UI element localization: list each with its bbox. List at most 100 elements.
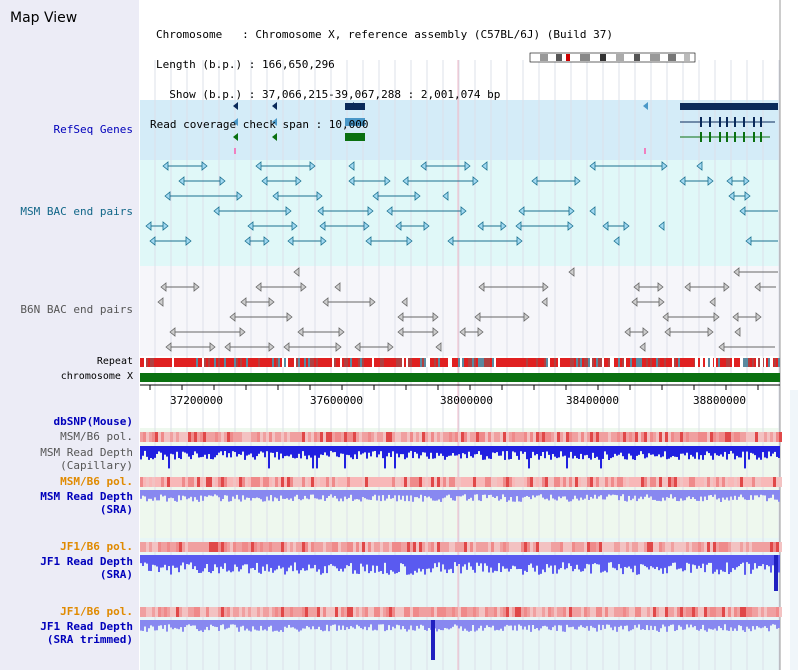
pol-band (629, 432, 632, 442)
pol-band (485, 607, 488, 617)
depth-bar (442, 620, 444, 631)
depth-bar (500, 446, 502, 456)
depth-bar (390, 446, 392, 457)
depth-bar (190, 490, 192, 497)
depth-bar (600, 446, 602, 469)
pol-band (434, 432, 437, 442)
bac-end (229, 312, 236, 322)
pol-band (176, 542, 179, 552)
depth-bar (734, 620, 736, 629)
pol-band (245, 477, 248, 487)
depth-bar (406, 446, 408, 458)
depth-bar (720, 555, 722, 570)
pol-band (455, 607, 458, 617)
depth-bar (550, 620, 552, 631)
depth-bar (536, 620, 538, 629)
depth-bar (160, 490, 162, 495)
depth-bar (366, 555, 368, 565)
depth-bar (324, 620, 326, 631)
depth-bar (468, 620, 470, 632)
depth-bar (548, 490, 550, 501)
track-label-refseq[interactable]: RefSeq Genes (53, 123, 133, 136)
pol-band (401, 542, 404, 552)
pol-band (146, 607, 149, 617)
pol-band (386, 432, 389, 442)
repeat-band (568, 358, 570, 367)
depth-bar (632, 490, 634, 499)
depth-bar (466, 446, 468, 459)
depth-bar (174, 555, 176, 568)
gene-exon (719, 117, 721, 127)
repeat-band (204, 358, 206, 367)
depth-bar (730, 620, 732, 628)
gene-exon (700, 132, 702, 142)
pol-band (338, 607, 341, 617)
repeat-band (608, 358, 610, 367)
track-label-dbsnp[interactable]: dbSNP(Mouse) (53, 415, 133, 428)
pol-band (770, 432, 773, 442)
pol-band (749, 477, 752, 487)
pol-band (155, 542, 158, 552)
depth-bar (248, 555, 250, 574)
pol-band (734, 542, 737, 552)
depth-bar (690, 446, 692, 455)
repeat-band (360, 358, 362, 367)
pol-band (263, 542, 266, 552)
pol-band (764, 607, 767, 617)
depth-bar (496, 446, 498, 453)
depth-bar (586, 446, 588, 455)
repeat-band (330, 358, 332, 367)
track-label-b6n-bac[interactable]: B6N BAC end pairs (20, 303, 133, 316)
depth-bar (200, 620, 202, 631)
repeat-band (228, 358, 230, 367)
depth-bar (436, 446, 438, 453)
depth-bar (178, 555, 180, 573)
depth-bar (142, 446, 144, 456)
pol-band (275, 542, 278, 552)
pol-band (239, 432, 242, 442)
pol-band (341, 542, 344, 552)
depth-bar (568, 620, 570, 628)
repeat-band (420, 358, 422, 367)
pol-band (263, 477, 266, 487)
track-label-msm-bac[interactable]: MSM BAC end pairs (20, 205, 133, 218)
repeat-band (412, 358, 414, 367)
pol-band (317, 542, 320, 552)
depth-bar (386, 555, 388, 574)
depth-bar (580, 555, 582, 572)
pol-band (776, 607, 779, 617)
pol-band (668, 432, 671, 442)
pol-band (605, 432, 608, 442)
depth-bar (224, 555, 226, 564)
depth-bar (198, 555, 200, 573)
depth-bar (552, 446, 554, 454)
depth-bar (686, 620, 688, 625)
depth-bar (644, 555, 646, 567)
depth-bar (410, 620, 412, 626)
pol-band (656, 542, 659, 552)
repeat-band (516, 358, 518, 367)
depth-bar (560, 555, 562, 569)
depth-bar (382, 555, 384, 574)
depth-bar (680, 490, 682, 499)
repeat-band (172, 358, 174, 367)
depth-bar (690, 490, 692, 500)
depth-bar (748, 490, 750, 500)
depth-bar (346, 620, 348, 628)
depth-bar (596, 490, 598, 499)
repeat-band (600, 358, 602, 367)
repeat-band (258, 358, 260, 367)
ideogram-band (668, 54, 676, 61)
depth-bar (566, 555, 568, 569)
depth-bar (186, 490, 188, 500)
bac-end (160, 282, 167, 292)
depth-bar (262, 490, 264, 502)
depth-bar (196, 620, 198, 630)
pol-band (764, 477, 767, 487)
depth-bar (470, 555, 472, 567)
repeat-band (322, 358, 324, 367)
pol-band (476, 542, 479, 552)
depth-bar (658, 446, 660, 455)
pol-band (173, 432, 176, 442)
